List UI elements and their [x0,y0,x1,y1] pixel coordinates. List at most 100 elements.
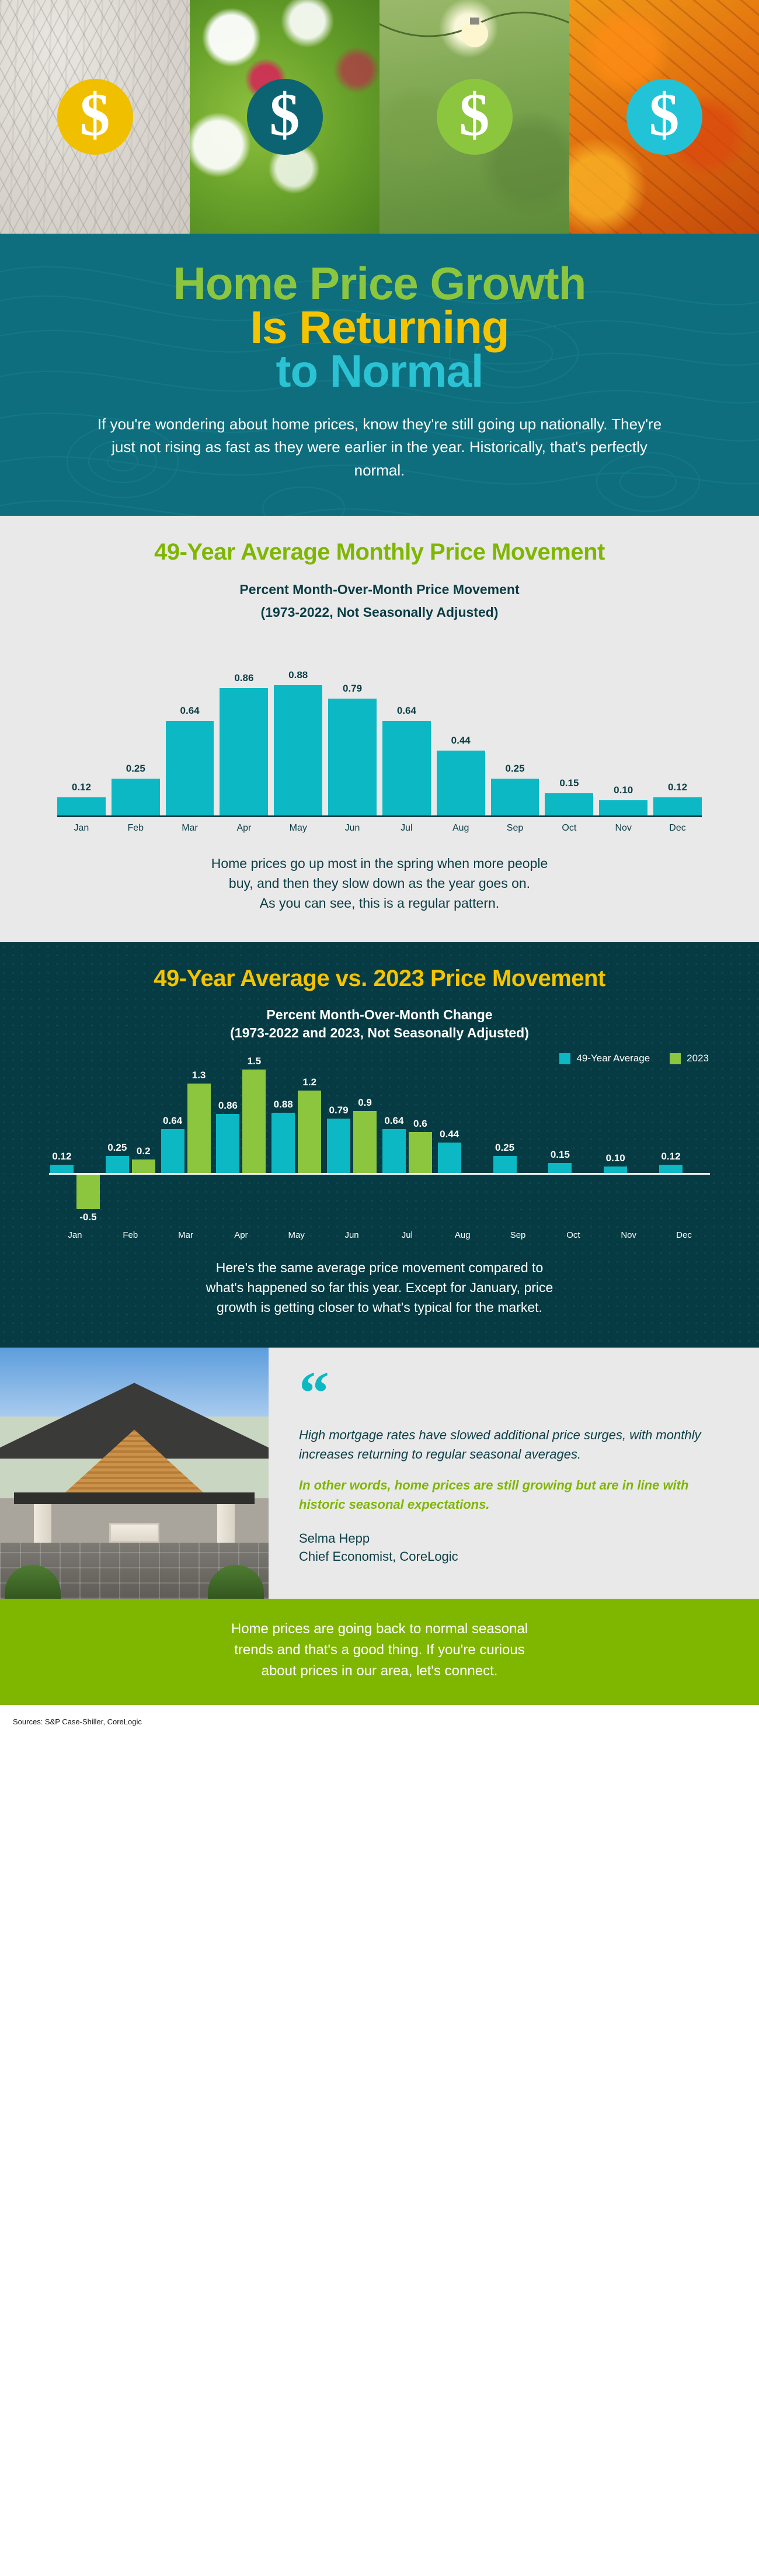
chart1-bar-value: 0.10 [614,784,633,796]
chart2-bar-value: 0.12 [52,1151,72,1162]
seasonal-photo-strip: $ $ $ $ [0,0,759,234]
chart1-bar-value: 0.64 [180,705,200,717]
chart2-bar-value: 1.3 [192,1069,206,1081]
chart1-x-tick: Feb [127,822,144,833]
chart2-bar-slot: 0.12 [659,1068,683,1225]
chart2-bar-group: 0.44 [437,1068,489,1225]
chart2-bar [242,1070,266,1174]
chart1-x-tick: May [289,822,307,833]
photo-cell-spring: $ [190,0,379,234]
chart1-bar-group: 0.64 [382,642,431,815]
porch-column-right [217,1504,235,1543]
quote-content: “ High mortgage rates have slowed additi… [269,1348,759,1599]
section1-caption-line-1: Home prices go up most in the spring whe… [211,855,548,871]
chart2-x-axis: Jan Feb Mar Apr May Jun Jul Aug Sep Oct Nov Dec [49,1230,710,1240]
hero-title-line-3: to Normal [276,345,483,397]
chart1-bar-group: 0.79 [328,642,377,815]
chart2-bar-value: 0.2 [136,1145,151,1157]
chart1-bar-value: 0.12 [667,782,688,793]
front-door [109,1523,159,1543]
chart2-x-tick: Apr [234,1230,248,1241]
chart2-bar-slot: 0.15 [548,1068,572,1225]
legend-label: 2023 [687,1053,709,1064]
chart1-x-tick: Mar [182,822,198,833]
chart1-bar-group: 0.12 [57,642,106,815]
chart1-bar-group: 0.12 [653,642,702,815]
chart2-bar-slot: 0.9 [353,1068,377,1225]
dollar-sign-icon: $ [57,79,133,155]
section2-caption-line-3: growth is getting closer to what's typic… [217,1300,542,1315]
chart2-bar [105,1155,129,1174]
chart2-x-tick: Oct [566,1230,580,1241]
sources-text: Sources: S&P Case-Shiller, CoreLogic [13,1717,142,1727]
section-average-vs-2023: 49-Year Average vs. 2023 Price Movement … [0,942,759,1348]
hero-subtitle: If you're wondering about home prices, k… [97,415,662,479]
string-lights-icon [379,12,569,47]
section2-subtitle-line-1: Percent Month-Over-Month Change [266,1006,493,1022]
chart2-bar-slot: 0.6 [408,1068,432,1225]
cta-line-3: about prices in our area, let's connect. [261,1663,498,1679]
chart2-bar [327,1119,351,1174]
chart2-bar-slot: 0.12 [50,1068,74,1225]
quote-section: “ High mortgage rates have slowed additi… [0,1348,759,1599]
section1-caption-line-2: buy, and then they slow down as the year… [228,875,531,891]
photo-cell-summer: $ [379,0,569,234]
chart2-bar-slot: 0.79 [327,1068,351,1225]
chart2-bar-slot: 0.86 [216,1068,240,1225]
section1-caption: Home prices go up most in the spring whe… [41,853,718,913]
page-title: Home Price Growth Is Returning to Normal [41,261,718,397]
chart1-x-tick: Oct [562,822,577,833]
chart2-bar-value: 0.88 [273,1098,293,1110]
chart2-bar [382,1129,406,1174]
chart2-bar-group: 0.86 1.5 [215,1056,267,1225]
chart2-bar [548,1162,572,1174]
dollar-sign-icon: $ [436,79,513,155]
chart2-bar [131,1159,155,1174]
photo-cell-fall: $ [569,0,759,234]
chart2-x-tick: Jun [344,1230,359,1241]
chart2-bar-value: 0.15 [550,1148,570,1160]
author-title: Chief Economist, CoreLogic [299,1549,458,1564]
chart1-x-tick: Nov [615,822,632,833]
section-49-year-average: 49-Year Average Monthly Price Movement P… [0,516,759,942]
chart2-bar [659,1165,683,1174]
chart2-bar-value: 0.12 [661,1151,681,1162]
chart1-bar [57,797,106,815]
chart1-bar [382,721,431,815]
chart2-x-tick: Nov [621,1230,637,1241]
section2-subtitle-line-2: (1973-2022 and 2023, Not Seasonally Adju… [230,1025,529,1041]
chart1-bar-value: 0.25 [505,762,525,774]
chart1-x-axis: Jan Feb Mar Apr May Jun Jul Aug Sep Oct Nov Dec [57,823,702,834]
section2-caption: Here's the same average price movement c… [41,1258,718,1317]
chart1-x-tick: Dec [669,822,686,833]
chart-49-year-average: 0.12 0.25 0.64 0.86 0.88 0.79 0.64 0.44 0.25 0.15… [57,642,702,834]
dollar-glyph: $ [269,81,300,148]
chart2-bar [493,1155,517,1174]
chart1-x-tick: Sep [506,822,524,833]
chart2-x-tick: Jul [401,1230,413,1241]
quote-paragraph-2: In other words, home prices are still gr… [299,1477,689,1512]
topographic-pattern [0,266,759,516]
chart2-x-tick: Feb [123,1230,138,1241]
section1-subtitle-line-1: Percent Month-Over-Month Price Movement [239,582,520,598]
chart2-bar-slot: 0.88 [271,1068,295,1225]
chart2-bar-group: 0.64 0.6 [381,1068,433,1225]
chart2-bar-group: 0.88 1.2 [270,1068,322,1225]
cta-banner: Home prices are going back to normal sea… [0,1599,759,1706]
hero-section: Home Price Growth Is Returning to Normal… [0,234,759,516]
chart1-bar-group: 0.64 [165,642,214,815]
chart2-bar-slot: 1.3 [187,1068,211,1225]
chart1-plot-area: 0.12 0.25 0.64 0.86 0.88 0.79 0.64 0.44 0.25 0.15… [57,642,702,817]
chart1-bar-group: 0.88 [274,642,323,815]
chart1-bar [165,721,214,815]
chart1-bar [490,778,539,815]
section2-caption-line-1: Here's the same average price movement c… [215,1260,544,1276]
chart2-bar-slot [464,1068,488,1225]
chart1-bar-value: 0.12 [71,782,91,793]
chart2-zero-line [49,1173,710,1175]
chart2-plot-area: 0.12 -0.5 0.25 0.2 0.64 1.3 0.86 1.5 0.88 1.2 0.79… [49,1056,710,1225]
chart2-bar [216,1113,240,1174]
cta-text: Home prices are going back to normal sea… [53,1619,706,1682]
chart1-bar-value: 0.64 [396,705,416,717]
chart2-bar-slot: 1.5 [242,1056,266,1225]
